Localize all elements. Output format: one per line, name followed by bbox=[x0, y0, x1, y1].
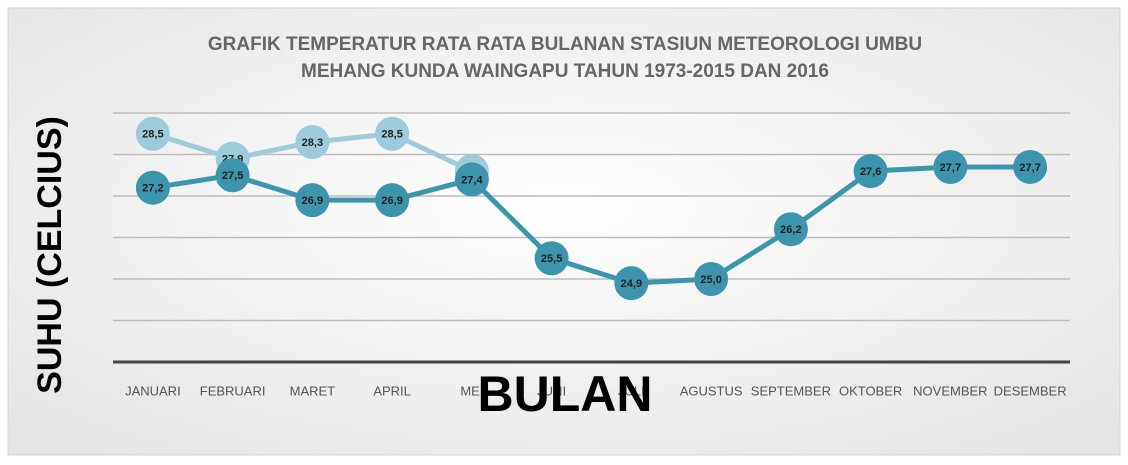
x-axis-label: BULAN bbox=[478, 366, 653, 422]
chart-frame bbox=[7, 7, 1121, 456]
data-label: 25,0 bbox=[700, 274, 721, 286]
x-tick-label: JANUARI bbox=[125, 383, 181, 398]
data-point bbox=[694, 262, 729, 296]
data-point bbox=[135, 116, 170, 151]
x-tick-label: JUNI bbox=[537, 383, 566, 398]
data-point bbox=[295, 125, 330, 160]
data-label: 27,7 bbox=[1019, 162, 1040, 174]
data-label: 27,5 bbox=[222, 170, 243, 182]
data-label: 25,5 bbox=[541, 253, 562, 265]
x-tick-label: MEI bbox=[460, 383, 483, 398]
data-label: 27,4 bbox=[461, 174, 483, 186]
data-point bbox=[534, 241, 569, 276]
chart-title: MEHANG KUNDA WAINGAPU TAHUN 1973-2015 DA… bbox=[301, 61, 829, 82]
data-label: 24,9 bbox=[621, 278, 642, 290]
x-tick-label: AGUSTUS bbox=[680, 383, 743, 398]
data-label: 28,5 bbox=[381, 129, 402, 141]
data-label: 27,7 bbox=[940, 162, 961, 174]
data-point bbox=[135, 170, 170, 205]
x-tick-label: MARET bbox=[290, 383, 336, 398]
data-point bbox=[215, 158, 250, 193]
data-label: 28,3 bbox=[302, 137, 323, 149]
data-point bbox=[773, 212, 808, 247]
chart-title: GRAFIK TEMPERATUR RATA RATA BULANAN STAS… bbox=[208, 34, 922, 55]
data-label: 27,6 bbox=[860, 166, 881, 178]
data-label: 26,9 bbox=[381, 195, 402, 207]
y-axis-label: SUHU (CELCIUS) bbox=[31, 116, 69, 394]
x-tick-label: JULI bbox=[618, 383, 645, 398]
data-point bbox=[375, 116, 410, 151]
data-point bbox=[375, 183, 410, 218]
x-tick-label: DESEMBER bbox=[994, 383, 1067, 398]
data-point bbox=[933, 149, 968, 184]
data-point bbox=[1013, 149, 1048, 184]
data-point bbox=[853, 154, 888, 189]
data-point bbox=[454, 162, 489, 197]
data-label: 26,2 bbox=[780, 224, 801, 236]
x-tick-label: NOVEMBER bbox=[913, 383, 987, 398]
x-tick-label: SEPTEMBER bbox=[751, 383, 831, 398]
x-tick-label: OKTOBER bbox=[839, 383, 902, 398]
data-label: 26,9 bbox=[302, 195, 323, 207]
data-point bbox=[295, 183, 330, 218]
data-point bbox=[614, 266, 649, 301]
data-label: 28,5 bbox=[142, 129, 163, 141]
data-label: 27,2 bbox=[142, 183, 163, 195]
x-tick-label: APRIL bbox=[373, 383, 411, 398]
x-tick-label: FEBRUARI bbox=[200, 383, 266, 398]
